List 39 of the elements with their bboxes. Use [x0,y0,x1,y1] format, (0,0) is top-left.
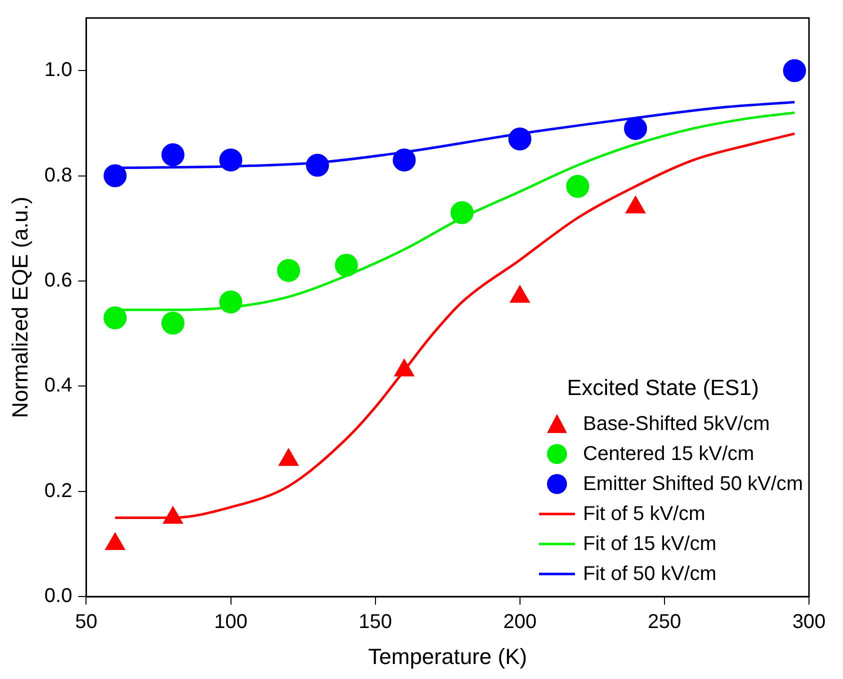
point [161,312,184,335]
point [306,154,329,177]
y-tick-label: 0.4 [44,374,72,397]
x-axis-title: Temperature (K) [368,644,528,669]
legend-label: Fit of 50 kV/cm [583,562,716,587]
x-tick-label: 150 [358,611,392,634]
legend-title: Excited State (ES1) [567,374,760,402]
point [508,127,532,150]
point [392,148,416,172]
point [450,201,474,224]
x-tick-label: 250 [648,611,682,634]
y-tick-label: 0.6 [44,270,72,292]
legend-label: Fit of 15 kV/cm [583,532,716,557]
point [162,506,183,524]
point [104,306,127,330]
y-axis-title: Normalized EQE (a.u.) [7,196,32,418]
x-tick-label: 300 [792,611,826,634]
legend-label: Centered 15 kV/cm [583,442,754,467]
point [105,532,126,550]
point [161,143,184,166]
point [783,59,806,82]
point [104,164,127,188]
y-tick-label: 1.0 [44,59,72,82]
point [219,148,242,172]
y-tick-label: 0.0 [44,585,72,608]
y-tick-label: 0.2 [44,480,72,502]
y-tick-label: 0.8 [44,164,72,186]
legend-label: Base-Shifted 5kV/cm [583,412,770,437]
point [566,174,590,198]
point [334,254,358,277]
x-tick-label: 200 [503,611,537,634]
point [277,258,300,282]
point [624,116,648,140]
legend-label: Fit of 5 kV/cm [583,502,706,527]
x-tick-label: 50 [75,611,98,634]
point [278,448,299,466]
legend-label: Emitter Shifted 50 kV/cm [583,472,804,497]
point [219,290,242,314]
x-tick-label: 100 [214,611,248,634]
